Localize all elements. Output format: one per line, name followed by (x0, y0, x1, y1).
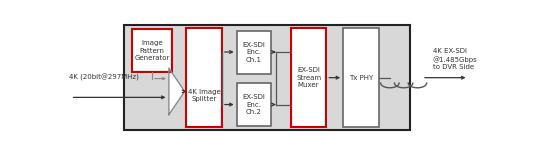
Bar (291, 28, 327, 127)
Text: Image
Pattern
Generator: Image Pattern Generator (134, 40, 170, 61)
Bar (343, 28, 378, 127)
Text: 4K EX-SDI
@1.485Gbps
to DVR Side: 4K EX-SDI @1.485Gbps to DVR Side (433, 48, 478, 70)
Text: Tx PHY: Tx PHY (349, 75, 373, 81)
Text: EX-SDI
Enc.
Ch.1: EX-SDI Enc. Ch.1 (242, 42, 265, 62)
Text: 4K (20bit@297MHz): 4K (20bit@297MHz) (68, 73, 139, 81)
Bar (237, 83, 271, 126)
Bar (124, 24, 410, 130)
Text: EX-SDI
Stream
Muxer: EX-SDI Stream Muxer (296, 67, 321, 88)
Polygon shape (169, 68, 185, 115)
Bar (186, 28, 222, 127)
Bar (132, 29, 172, 72)
Text: EX-SDI
Enc.
Ch.2: EX-SDI Enc. Ch.2 (242, 94, 265, 115)
Bar (237, 31, 271, 73)
Text: 4K Image
Splitter: 4K Image Splitter (188, 89, 220, 102)
